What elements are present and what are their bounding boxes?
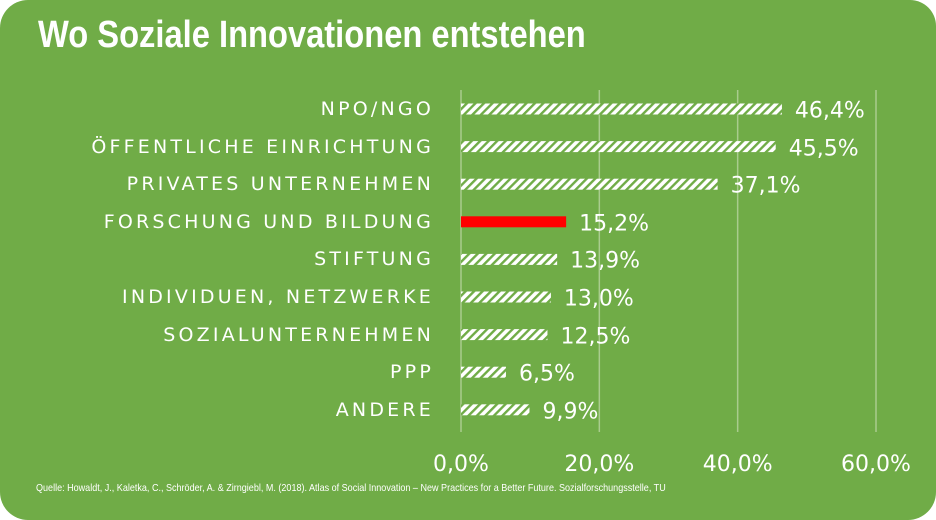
data-label: 9,9% xyxy=(542,399,599,425)
data-label: 13,0% xyxy=(563,286,634,312)
data-label: 6,5% xyxy=(518,361,575,387)
x-tick-label: 60,0% xyxy=(841,452,911,477)
category-label: STIFTUNG xyxy=(314,248,434,271)
bars xyxy=(461,103,782,416)
source-note: Quelle: Howaldt, J., Kaletka, C., Schröd… xyxy=(36,482,666,494)
category-label: FORSCHUNG UND BILDUNG xyxy=(103,210,434,233)
category-label: SOZIALUNTERNEHMEN xyxy=(163,323,434,346)
bar xyxy=(461,366,506,378)
bar xyxy=(461,329,548,341)
bar-highlight xyxy=(461,216,567,228)
x-tick-label: 0,0% xyxy=(433,452,489,477)
bar xyxy=(461,253,558,265)
category-label: PPP xyxy=(390,361,434,384)
data-label: 13,9% xyxy=(570,248,641,274)
data-label: 15,2% xyxy=(579,211,650,237)
bar xyxy=(461,404,530,416)
bar xyxy=(461,291,551,303)
data-label: 45,5% xyxy=(788,136,859,162)
x-tick-label: 40,0% xyxy=(702,452,773,477)
data-label: 37,1% xyxy=(730,173,801,199)
category-label: ÖFFENTLICHE EINRICHTUNG xyxy=(91,135,434,158)
bar xyxy=(461,103,782,115)
category-label: INDIVIDUEN, NETZWERKE xyxy=(122,286,434,308)
bar xyxy=(461,141,776,153)
data-label: 12,5% xyxy=(560,324,631,350)
x-tick-label: 20,0% xyxy=(564,452,635,477)
chart-title: Wo Soziale Innovationen entstehen xyxy=(38,14,586,56)
bar xyxy=(461,178,718,190)
category-label: ANDERE xyxy=(335,398,434,421)
category-label: NPO/NGO xyxy=(320,98,434,120)
data-label: 46,4% xyxy=(794,98,865,124)
category-label: PRIVATES UNTERNEHMEN xyxy=(126,173,434,196)
